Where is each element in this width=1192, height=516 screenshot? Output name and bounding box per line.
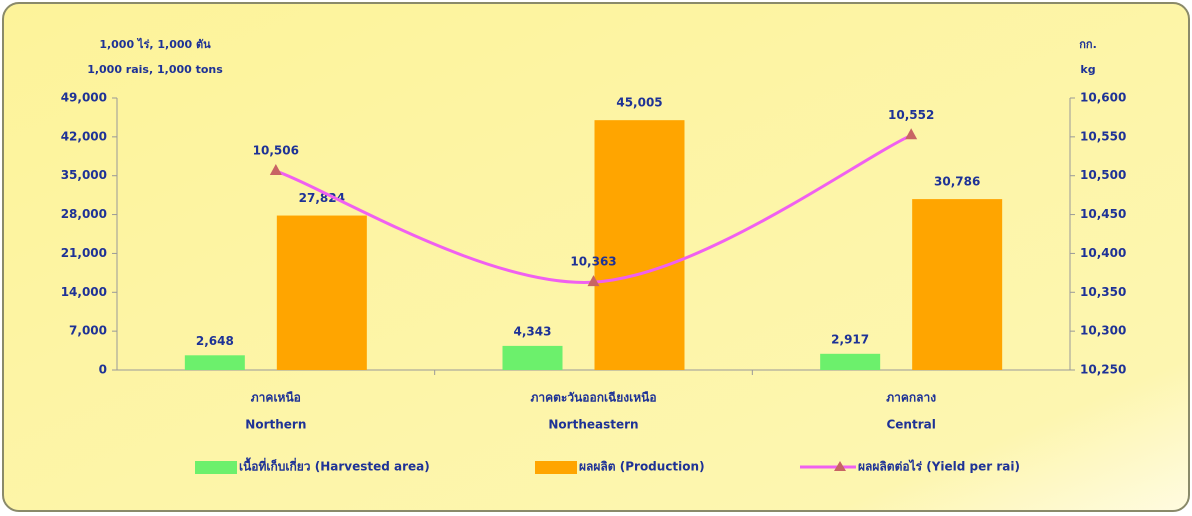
y-tick-label: 21,000 <box>61 246 107 260</box>
data-label: 27,824 <box>299 191 345 205</box>
y2-tick-label: 10,500 <box>1080 168 1126 182</box>
y2-tick-label: 10,300 <box>1080 324 1126 338</box>
y2-tick-label: 10,250 <box>1080 363 1126 377</box>
legend-label: ผลผลิตต่อไร่ (Yield per rai) <box>858 459 1020 474</box>
y-axis-label: 1,000 ไร่, 1,000 ตัน <box>99 37 211 51</box>
x-tick-label: Northeastern <box>548 418 638 432</box>
legend-marker <box>834 461 846 471</box>
y-tick-label: 28,000 <box>61 207 107 221</box>
x-tick-label: ภาคตะวันออกเฉียงเหนือ <box>530 391 656 405</box>
bar <box>502 345 563 370</box>
legend-label: ผลผลิต (Production) <box>579 460 705 474</box>
y2-tick-label: 10,550 <box>1080 129 1126 143</box>
data-label: 10,363 <box>570 255 616 269</box>
legend-swatch <box>535 461 577 474</box>
bar <box>184 355 245 370</box>
x-tick-label: ภาคกลาง <box>886 391 936 405</box>
data-label: 4,343 <box>514 324 552 338</box>
y2-axis-label: kg <box>1080 63 1095 76</box>
x-tick-label: Central <box>886 418 935 432</box>
y2-tick-label: 10,600 <box>1080 91 1126 105</box>
bar <box>820 353 881 370</box>
data-label: 2,648 <box>196 334 234 348</box>
y2-tick-label: 10,450 <box>1080 207 1126 221</box>
y-tick-label: 7,000 <box>69 324 107 338</box>
bar <box>912 199 1003 370</box>
data-label: 2,917 <box>831 332 869 346</box>
y2-tick-label: 10,400 <box>1080 246 1126 260</box>
y-tick-label: 49,000 <box>61 91 107 105</box>
x-tick-label: Northern <box>245 418 306 432</box>
x-tick-label: ภาคเหนือ <box>251 391 301 405</box>
y-tick-label: 0 <box>99 363 107 377</box>
bar <box>276 215 367 370</box>
y-axis-label: 1,000 rais, 1,000 tons <box>87 63 223 76</box>
y-tick-label: 42,000 <box>61 129 107 143</box>
marker <box>587 275 600 287</box>
data-label: 45,005 <box>616 96 662 110</box>
legend-swatch <box>195 461 237 474</box>
y2-axis-label: กก. <box>1079 38 1097 51</box>
data-label: 10,552 <box>888 108 934 122</box>
data-label: 10,506 <box>253 144 299 158</box>
marker <box>905 128 918 140</box>
data-label: 30,786 <box>934 175 980 189</box>
y-tick-label: 14,000 <box>61 285 107 299</box>
bar <box>594 120 685 370</box>
y-tick-label: 35,000 <box>61 168 107 182</box>
marker <box>269 164 282 176</box>
y2-tick-label: 10,350 <box>1080 285 1126 299</box>
legend-label: เนื้อที่เก็บเกี่ยว (Harvested area) <box>239 457 430 474</box>
